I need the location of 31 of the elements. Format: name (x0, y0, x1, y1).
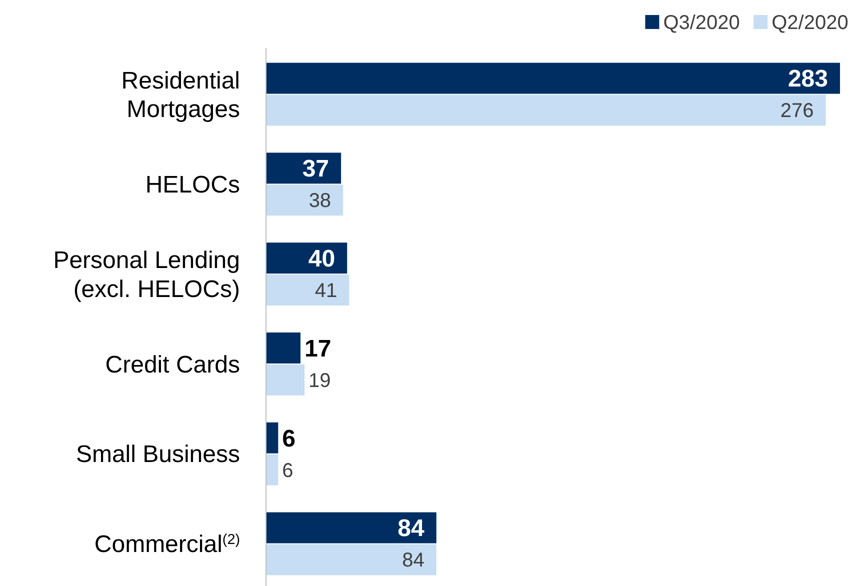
y-tick-label: HELOCs (145, 172, 240, 199)
data-label: 6 (282, 460, 294, 482)
data-label: 84 (398, 515, 426, 542)
data-label: 84 (402, 550, 424, 572)
y-tick-label: Commercial$^{(2)}$ (94, 531, 240, 558)
data-label: 40 (308, 245, 336, 272)
bar (266, 544, 436, 576)
legend-label: Q2/2020 (772, 12, 848, 34)
y-tick-label: Residential Mortgages (121, 67, 240, 124)
bar (266, 274, 350, 306)
data-label: 38 (308, 190, 332, 212)
bar (266, 62, 840, 94)
data-label: 276 (780, 100, 814, 122)
legend-label: Q3/2020 (663, 12, 740, 34)
y-tick-label: Personal Lending (excl. HELOCs) (53, 247, 240, 303)
bar (266, 454, 278, 486)
bar (266, 332, 300, 364)
y-tick-label: Small Business (76, 441, 240, 468)
data-label: 6 (282, 425, 296, 452)
bar (266, 364, 305, 396)
y-tick-label: Credit Cards (105, 351, 240, 378)
data-label: 19 (308, 370, 331, 392)
data-label: 17 (304, 335, 332, 362)
bar (266, 152, 342, 184)
bar (266, 512, 436, 544)
data-label: 283 (788, 66, 828, 93)
data-label: 41 (314, 280, 338, 302)
bar (266, 184, 344, 216)
data-label: 37 (302, 156, 330, 183)
bar (266, 94, 826, 126)
bar (266, 422, 278, 454)
